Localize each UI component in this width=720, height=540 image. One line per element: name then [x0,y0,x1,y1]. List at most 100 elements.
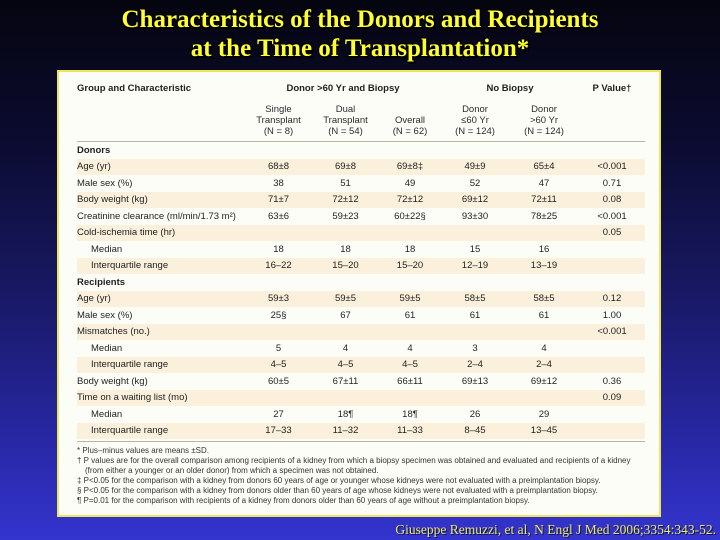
footnote: § P<0.05 for the comparison with a kidne… [77,485,598,495]
cell-value: 68±8 [267,161,290,173]
cell-value: 60±22§ [394,210,426,222]
cell-value: 4 [541,342,547,354]
table-row: Donors [77,142,645,159]
cell-value: 72±12 [396,194,424,206]
table-row: Cold-ischemia time (hr) 0.05 [77,224,645,241]
cell-value: 18¶ [402,408,418,420]
cell-value: 18 [340,243,351,255]
cell-value: 47 [538,177,550,189]
table-row: Median 18 18 18 15 16 [77,241,645,258]
row-label: Time on a waiting list (mo) [77,392,188,404]
cell-value: 52 [469,177,481,189]
table-row: Recipients [77,274,645,291]
row-label: Male sex (%) [77,177,133,189]
table-row: Male sex (%) 38 51 49 52 47 0.71 [77,175,645,192]
table-row: Male sex (%) 25§ 67 61 61 61 1.00 [77,307,645,324]
cell-value: 63±6 [267,210,290,222]
column-header-overall: Overall (N = 62) [392,115,428,137]
row-label: Body weight (kg) [77,375,148,387]
slide-title-line1: Characteristics of the Donors and Recipi… [121,6,599,33]
cell-value: 17–33 [265,425,292,437]
row-label: Interquartile range [91,425,169,437]
cell-value: 3 [472,342,478,354]
row-label: Recipients [77,276,126,288]
cell-value: 71±7 [267,194,290,206]
cell-value: 49±9 [464,161,486,173]
table-row: Age (yr) 68±8 69±8 69±8‡ 49±9 65±4 <0.001 [77,158,645,175]
table-row: Mismatches (no.) <0.001 [77,323,645,340]
column-header-single-transplant: Single Transplant (N = 8) [256,104,301,137]
cell-value: 11–33 [397,425,423,437]
cell-p-value: 0.09 [602,392,622,404]
cell-value: 58±5 [533,293,555,305]
cell-p-value: 0.71 [602,177,622,189]
table-panel: Group and Characteristic Donor >60 Yr an… [57,70,661,517]
row-label: Age (yr) [77,161,111,173]
table-row: Creatinine clearance (ml/min/1.73 m²) 63±… [77,208,645,225]
cell-value: 69±12 [461,194,489,206]
column-header-p-value: P Value† [592,83,632,94]
cell-value: 72±11 [531,194,557,206]
cell-p-value: 0.36 [602,375,622,387]
table-header-spanners: Group and Characteristic Donor >60 Yr an… [77,83,645,95]
cell-value: 11–32 [332,425,359,437]
citation: Giuseppe Remuzzi, et al, N Engl J Med 20… [395,522,716,537]
slide-title: Characteristics of the Donors and Recipi… [0,5,720,63]
cell-value: 18 [404,243,416,255]
cell-value: 25§ [270,309,287,321]
cell-value: 67±11 [332,375,359,387]
table-row: Interquartile range 16–22 15–20 15–20 12–19 1… [77,257,645,274]
cell-value: 66±11 [397,375,423,387]
cell-value: 51 [340,177,351,189]
row-label: Interquartile range [91,260,169,272]
cell-value: 59±3 [267,293,290,305]
column-header-group: Group and Characteristic [77,83,192,94]
cell-value: 69±8 [334,161,357,173]
cell-value: 49 [404,177,416,189]
cell-value: 93±30 [461,210,489,222]
cell-value: 65±4 [533,161,555,173]
cell-value: 27 [273,408,284,420]
slide-title-line2: at the Time of Transplantation* [190,35,530,62]
cell-value: 58±5 [464,293,486,305]
row-label: Mismatches (no.) [77,326,150,338]
cell-p-value: 0.12 [602,293,622,305]
cell-value: 4–5 [337,359,354,371]
cell-value: 69±13 [461,375,489,387]
row-label: Male sex (%) [77,309,133,321]
cell-p-value: 0.08 [602,194,622,206]
cell-value: 16–22 [265,260,292,272]
cell-value: 69±8‡ [396,161,424,173]
cell-value: 15 [469,243,481,255]
footnote: ¶ P=0.01 for the comparison with recipie… [77,495,530,505]
row-label: Donors [77,144,111,156]
cell-value: 4–5 [402,359,418,371]
cell-p-value: 0.05 [602,227,622,239]
cell-value: 2–4 [467,359,483,371]
cell-value: 4 [407,342,413,354]
column-header-donor-over-60: Donor >60 Yr (N = 124) [524,104,564,137]
table-row: Body weight (kg) 71±7 72±12 72±12 69±12 72±11… [77,191,645,208]
footnote: † P values are for the overall compariso… [77,456,631,475]
cell-value: 60±5 [267,375,290,387]
row-label: Cold-ischemia time (hr) [77,227,176,239]
column-spanner-no-biopsy: No Biopsy [486,83,534,94]
table-row: Interquartile range 4–5 4–5 4–5 2–4 2–4 [77,356,645,373]
column-spanner-biopsy: Donor >60 Yr and Biopsy [286,83,400,94]
cell-p-value: 1.00 [602,309,622,321]
table-footnotes: * Plus–minus values are means ±SD. † P va… [77,441,645,506]
cell-value: 59±5 [334,293,357,305]
cell-value: 61 [538,309,550,321]
cell-value: 12–19 [461,260,489,272]
cell-value: 61 [404,309,416,321]
cell-p-value: <0.001 [597,210,627,222]
cell-value: 4–5 [270,359,287,371]
table-row: Interquartile range 17–33 11–32 11–33 8–45 13… [77,422,645,439]
cell-value: 61 [469,309,481,321]
cell-value: 26 [469,408,481,420]
table-row: Age (yr) 59±3 59±5 59±5 58±5 58±5 0.12 [77,290,645,307]
cell-value: 2–4 [536,359,552,371]
cell-value: 67 [340,309,351,321]
table-body: Donors Age (yr) 68±8 69±8 69±8‡ 49±9 65±4 <0.00… [77,141,645,439]
